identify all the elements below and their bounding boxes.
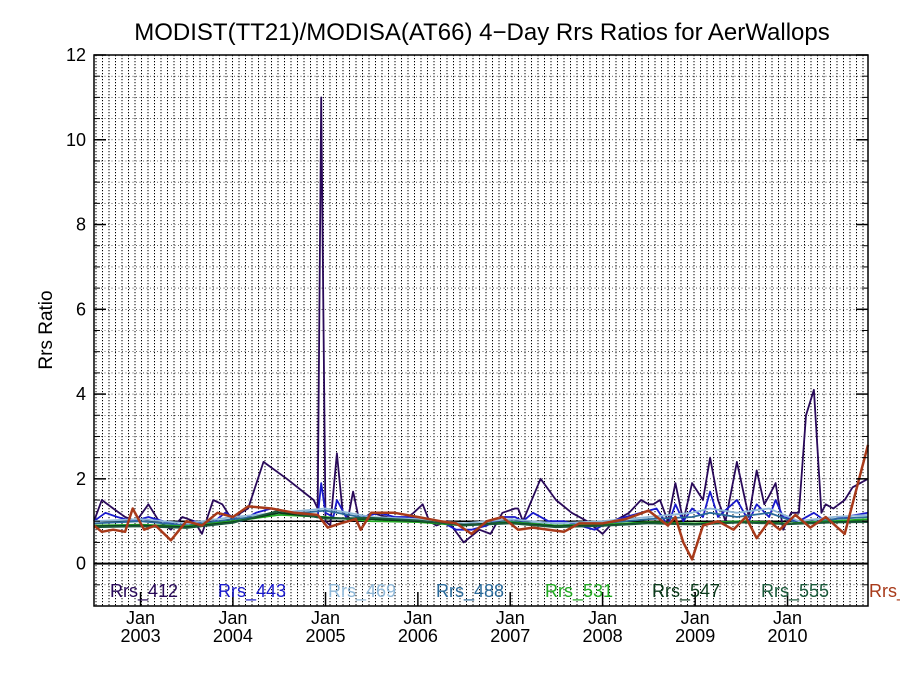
legend-entry-rrs-531: Rrs_531 bbox=[545, 581, 613, 602]
x-tick-label-month: Jan bbox=[773, 608, 802, 628]
y-tick-label: 6 bbox=[76, 299, 86, 319]
series-line-rrs bbox=[93, 444, 870, 561]
y-tick-label: 0 bbox=[76, 554, 86, 574]
x-tick-label-month: Jan bbox=[496, 608, 525, 628]
chart-title: MODIST(TT21)/MODISA(AT66) 4−Day Rrs Rati… bbox=[134, 19, 829, 46]
x-tick-label-month: Jan bbox=[218, 608, 247, 628]
x-tick-label-month: Jan bbox=[588, 608, 617, 628]
x-tick-label-year: 2004 bbox=[213, 626, 253, 646]
x-tick-label-year: 2008 bbox=[583, 626, 623, 646]
legend-entry-rrs-412: Rrs_412 bbox=[110, 581, 178, 602]
x-tick-label-month: Jan bbox=[311, 608, 340, 628]
x-tick-label-month: Jan bbox=[681, 608, 710, 628]
legend-entry-rrs-488: Rrs_488 bbox=[436, 581, 504, 602]
y-tick-label: 8 bbox=[76, 215, 86, 235]
legend: Rrs_412 Rrs_443 Rrs_469 Rrs_488 Rrs_531 Rrs_5… bbox=[110, 581, 900, 602]
x-tick-label-year: 2007 bbox=[490, 626, 530, 646]
series-line-rrs-469 bbox=[93, 507, 869, 525]
legend-entry-rrs-547: Rrs_547 bbox=[652, 581, 720, 602]
legend-entry-rrs: Rrs_ bbox=[869, 581, 900, 602]
x-tick-label-year: 2009 bbox=[675, 626, 715, 646]
legend-entry-rrs-443: Rrs_443 bbox=[218, 581, 286, 602]
x-tick-label-year: 2005 bbox=[305, 626, 345, 646]
x-tick-label-year: 2003 bbox=[121, 626, 161, 646]
legend-entry-rrs-555: Rrs_555 bbox=[761, 581, 829, 602]
y-tick-label: 10 bbox=[66, 130, 86, 150]
y-axis-label: Rrs Ratio bbox=[36, 290, 57, 369]
axis-ticks: 024681012Jan2003Jan2004Jan2005Jan2006Jan… bbox=[66, 45, 868, 646]
x-tick-label-month: Jan bbox=[126, 608, 155, 628]
series-lines bbox=[93, 96, 870, 561]
y-tick-label: 4 bbox=[76, 384, 86, 404]
x-tick-label-month: Jan bbox=[403, 608, 432, 628]
x-tick-label-year: 2006 bbox=[398, 626, 438, 646]
x-tick-label-year: 2010 bbox=[768, 626, 808, 646]
legend-entry-rrs-469: Rrs_469 bbox=[328, 581, 396, 602]
series-line-rrs-412 bbox=[93, 96, 869, 544]
y-tick-label: 2 bbox=[76, 469, 86, 489]
y-tick-label: 12 bbox=[66, 45, 86, 65]
